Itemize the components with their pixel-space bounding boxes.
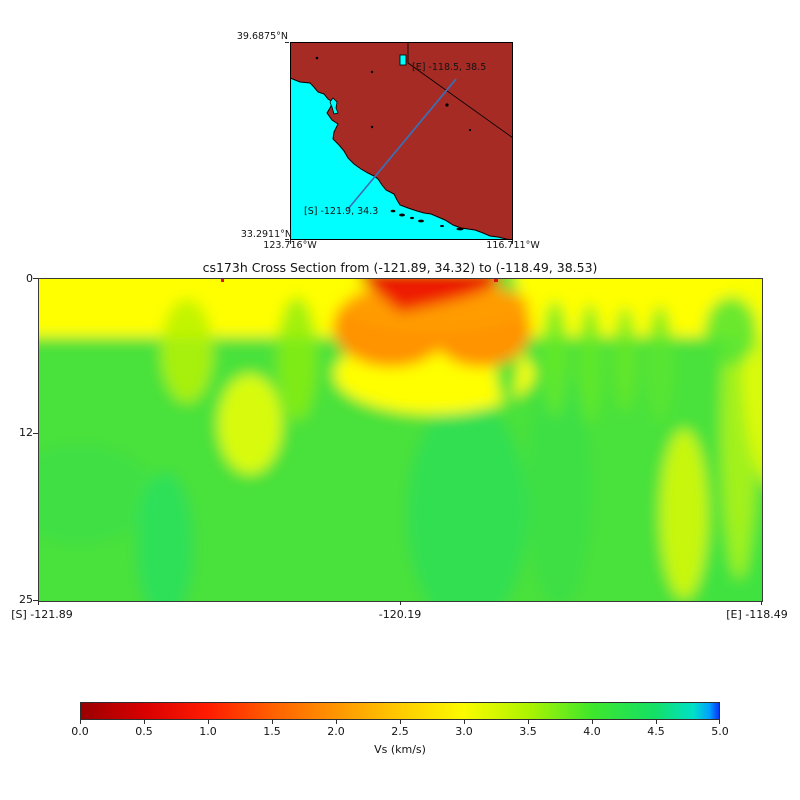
cbar-tick [656, 720, 657, 724]
map-ocean [290, 78, 513, 240]
x-tick-label-right: [E] -118.49 [726, 608, 788, 621]
chart-title: cs173h Cross Section from (-121.89, 34.3… [202, 260, 598, 275]
map-lat-top-label: 39.6875°N [236, 31, 288, 42]
cbar-tick-label: 2.0 [327, 725, 345, 738]
map-lat-bottom-label: 33.2911°N [240, 229, 292, 240]
cbar-tick [464, 720, 465, 724]
cbar-tick [144, 720, 145, 724]
map-end-point-label: [E] -118.5, 38.5 [412, 62, 487, 73]
cbar-tick [272, 720, 273, 724]
colorbar [80, 702, 720, 720]
cbar-tick-label: 1.0 [199, 725, 217, 738]
cbar-tick [400, 720, 401, 724]
cbar-tick-label: 2.5 [391, 725, 409, 738]
cbar-tick-label: 1.5 [263, 725, 281, 738]
cbar-tick-label: 5.0 [711, 725, 729, 738]
cbar-tick [80, 720, 81, 724]
map-lon-left-label: 123.716°W [263, 240, 317, 251]
x-tick-right [761, 601, 762, 605]
y-tick-0 [33, 278, 38, 279]
x-tick-label-center: -120.19 [378, 608, 422, 621]
map-sf-bay [329, 97, 339, 115]
cbar-tick-label: 3.0 [455, 725, 473, 738]
locator-map [289, 42, 514, 241]
x-tick-label-left: [S] -121.89 [11, 608, 73, 621]
map-lat-tick-top [285, 42, 289, 43]
y-tick-25 [33, 600, 38, 601]
map-section-line [347, 78, 457, 210]
cbar-tick [336, 720, 337, 724]
map-state-border [407, 42, 514, 139]
map-islands [390, 209, 464, 231]
map-lat-tick-bottom [285, 239, 289, 240]
x-tick-left [38, 601, 39, 605]
map-lon-tick-left [290, 240, 291, 244]
cbar-tick [528, 720, 529, 724]
y-tick-label-12: 12 [19, 426, 33, 439]
map-start-point-label: [S] -121.9, 34.3 [304, 206, 379, 217]
y-tick-label-25: 25 [19, 593, 33, 606]
map-inland-lakes [315, 56, 472, 132]
cbar-tick-label: 4.5 [647, 725, 665, 738]
surface-anomaly-dot [221, 279, 224, 282]
locator-map-svg [289, 42, 514, 241]
cross-section-plot [38, 278, 763, 602]
heatmap-svg [39, 279, 762, 601]
x-tick-center [400, 601, 401, 605]
cbar-tick-label: 4.0 [583, 725, 601, 738]
cbar-tick-label: 3.5 [519, 725, 537, 738]
cbar-tick [592, 720, 593, 724]
cbar-tick [208, 720, 209, 724]
y-tick-label-0: 0 [26, 272, 33, 285]
heatmap-field [39, 279, 762, 601]
map-frame [290, 42, 513, 240]
y-tick-12 [33, 433, 38, 434]
map-lon-tick-right [512, 240, 513, 244]
colorbar-axis-label: Vs (km/s) [374, 743, 426, 756]
cbar-tick [719, 720, 720, 724]
surface-anomaly-dot [494, 279, 498, 282]
cbar-tick-label: 0.5 [135, 725, 153, 738]
map-lon-right-label: 116.711°W [486, 240, 540, 251]
map-lake [399, 54, 407, 66]
cbar-tick-label: 0.0 [71, 725, 89, 738]
